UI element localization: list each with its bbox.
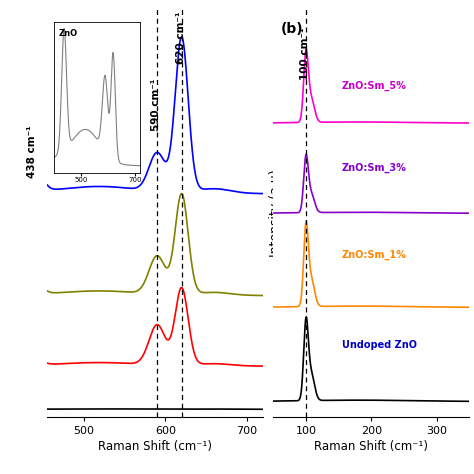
Text: Undoped ZnO: Undoped ZnO <box>342 339 417 350</box>
Text: 620 cm⁻¹: 620 cm⁻¹ <box>176 12 186 64</box>
Text: ZnO:Sm_5%: ZnO:Sm_5% <box>342 81 407 91</box>
Text: 438 cm⁻¹: 438 cm⁻¹ <box>27 126 37 178</box>
Text: ZnO:Sm_1%: ZnO:Sm_1% <box>342 249 407 260</box>
X-axis label: Raman Shift (cm⁻¹): Raman Shift (cm⁻¹) <box>98 440 212 453</box>
Text: 590 cm⁻¹: 590 cm⁻¹ <box>151 79 162 131</box>
Y-axis label: Intensity (a.u): Intensity (a.u) <box>269 170 282 257</box>
Text: 100 cm⁻¹: 100 cm⁻¹ <box>301 27 310 80</box>
Text: (b): (b) <box>281 22 304 36</box>
X-axis label: Raman Shift (cm⁻¹): Raman Shift (cm⁻¹) <box>314 440 428 453</box>
Text: ZnO:Sm_3%: ZnO:Sm_3% <box>342 163 407 173</box>
